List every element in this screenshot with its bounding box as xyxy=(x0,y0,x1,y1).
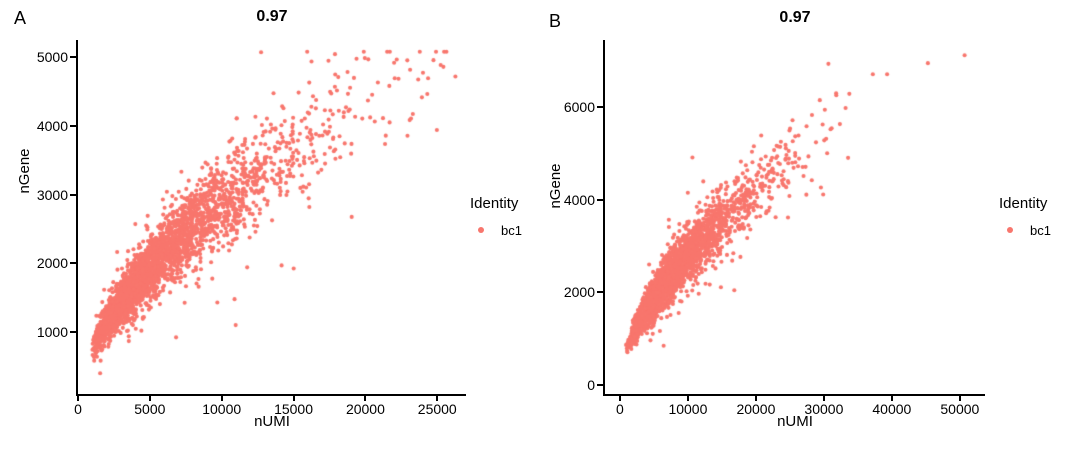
x-tick-mark xyxy=(220,396,223,401)
x-tick-mark xyxy=(686,396,689,401)
x-tick-mark xyxy=(77,396,79,401)
x-axis-label-b: nUMI xyxy=(777,413,813,430)
x-tick-label: 40000 xyxy=(872,401,912,417)
x-tick-mark xyxy=(890,396,893,401)
x-tick-label: 0 xyxy=(616,401,624,417)
legend-item-bc1-b: bc1 xyxy=(1007,222,1051,238)
x-tick-mark xyxy=(958,396,961,401)
x-tick-label: 10000 xyxy=(668,401,708,417)
y-tick-label: 6000 xyxy=(563,99,595,116)
x-tick-mark xyxy=(436,396,439,401)
legend-item-label-a: bc1 xyxy=(501,222,522,238)
scatter-points-b xyxy=(605,40,985,394)
y-tick-label: 4000 xyxy=(36,117,68,134)
y-tick-label: 0 xyxy=(587,376,595,393)
x-tick-label: 0 xyxy=(74,401,82,417)
y-tick-label: 2000 xyxy=(36,255,68,272)
point-swatch-icon xyxy=(1007,227,1013,233)
plot-area-b xyxy=(603,40,985,396)
y-tick-label: 1000 xyxy=(36,324,68,341)
x-tick-label: 30000 xyxy=(804,401,844,417)
x-tick-label: 10000 xyxy=(202,401,242,417)
legend-item-label-b: bc1 xyxy=(1030,222,1051,238)
x-tick-mark xyxy=(822,396,825,401)
panel-label-b: B xyxy=(549,11,562,31)
x-tick-mark xyxy=(618,396,621,401)
panel-label-a: A xyxy=(14,8,27,28)
y-tick-mark xyxy=(70,124,76,127)
y-tick-mark xyxy=(597,198,603,201)
legend-item-bc1-a: bc1 xyxy=(478,222,522,238)
legend-title-b: Identity xyxy=(999,195,1048,212)
y-tick-label: 2000 xyxy=(563,284,595,301)
x-tick-label: 20000 xyxy=(736,401,776,417)
y-tick-mark xyxy=(70,262,76,265)
y-tick-label: 5000 xyxy=(36,49,68,66)
x-tick-mark xyxy=(148,396,151,401)
x-tick-mark xyxy=(754,396,757,401)
y-tick-label: 3000 xyxy=(36,186,68,203)
x-tick-label: 20000 xyxy=(345,401,385,417)
x-tick-label: 50000 xyxy=(940,401,980,417)
x-tick-mark xyxy=(364,396,367,401)
x-tick-mark xyxy=(292,396,295,401)
y-tick-mark xyxy=(597,106,603,109)
plot-area-a xyxy=(76,40,466,396)
scatter-points-a xyxy=(78,40,466,394)
y-tick-mark xyxy=(597,383,603,386)
y-tick-label: 4000 xyxy=(563,191,595,208)
x-tick-label: 15000 xyxy=(274,401,314,417)
point-swatch-icon xyxy=(478,227,484,233)
x-axis-label-a: nUMI xyxy=(254,413,290,430)
correlation-title-b: 0.97 xyxy=(779,9,811,26)
y-tick-mark xyxy=(70,193,76,196)
y-tick-mark xyxy=(70,56,76,59)
y-tick-mark xyxy=(597,291,603,294)
legend-title-a: Identity xyxy=(470,195,519,212)
x-tick-label: 5000 xyxy=(134,401,166,417)
correlation-title-a: 0.97 xyxy=(256,8,288,25)
x-tick-label: 25000 xyxy=(417,401,457,417)
y-tick-mark xyxy=(70,331,76,334)
